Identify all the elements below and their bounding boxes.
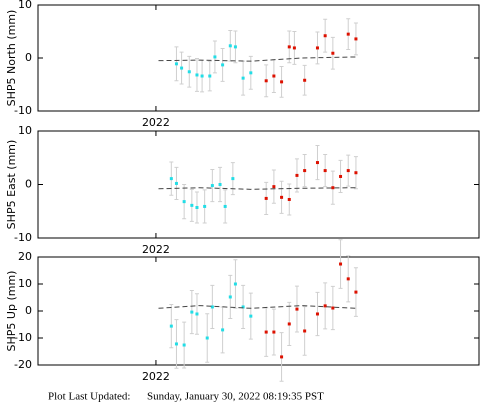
data-point <box>233 282 237 286</box>
data-point <box>339 174 343 178</box>
data-point <box>205 336 209 340</box>
data-point <box>315 312 319 316</box>
data-point <box>323 169 327 173</box>
data-point <box>346 32 350 36</box>
data-point <box>354 290 358 294</box>
y-tick-label: -10 <box>14 231 32 244</box>
data-point <box>249 71 253 75</box>
plot-frame <box>37 130 480 239</box>
data-point <box>231 177 235 181</box>
data-point <box>221 63 225 67</box>
data-point <box>315 46 319 50</box>
y-axis-label: SHP5 Up (mm) <box>5 271 18 352</box>
data-point <box>190 310 194 314</box>
data-point <box>195 206 199 210</box>
y-tick-label: -10 <box>14 331 32 344</box>
data-point <box>174 62 178 66</box>
data-point <box>272 74 276 78</box>
data-point <box>264 79 268 83</box>
y-axis-label: SHP5 East (mm) <box>5 140 18 230</box>
data-point <box>221 328 225 332</box>
data-point <box>195 73 199 77</box>
data-point <box>280 195 284 199</box>
plot-frame <box>37 4 480 112</box>
data-point <box>208 74 212 78</box>
data-point <box>295 173 299 177</box>
plot-frame <box>37 256 480 366</box>
data-point <box>280 80 284 84</box>
data-point <box>174 342 178 346</box>
y-tick-label: 20 <box>18 250 32 263</box>
data-point <box>280 355 284 359</box>
data-point <box>346 277 350 281</box>
y-tick-label: 10 <box>18 0 32 11</box>
data-point <box>213 55 217 59</box>
data-point <box>303 169 307 173</box>
data-point <box>210 184 214 188</box>
y-tick-label: -20 <box>14 358 32 371</box>
data-point <box>354 37 358 41</box>
data-point <box>287 45 291 49</box>
data-point <box>331 306 335 310</box>
data-point <box>287 322 291 326</box>
data-point <box>292 46 296 50</box>
data-point <box>323 34 327 38</box>
data-point <box>272 185 276 189</box>
data-point <box>200 74 204 78</box>
data-point <box>295 307 299 311</box>
data-point <box>339 262 343 266</box>
data-point <box>303 329 307 333</box>
data-point <box>272 330 276 334</box>
data-point <box>287 197 291 201</box>
y-tick-label: 10 <box>18 277 32 290</box>
data-point <box>182 343 186 347</box>
data-point <box>264 330 268 334</box>
y-tick-label: 10 <box>18 124 32 137</box>
data-point <box>180 66 184 70</box>
data-point <box>218 183 222 186</box>
data-point <box>331 51 335 55</box>
data-point <box>210 305 214 309</box>
y-tick-label: 0 <box>25 178 32 191</box>
data-point <box>346 169 350 173</box>
data-point <box>241 76 245 80</box>
data-point <box>169 177 173 181</box>
data-point <box>354 171 358 175</box>
footer-label: Plot Last Updated: <box>48 391 131 403</box>
data-point <box>187 70 191 74</box>
data-point <box>228 295 232 299</box>
data-point <box>169 324 173 328</box>
data-point <box>249 314 253 318</box>
data-point <box>323 304 327 308</box>
footer-value: Sunday, January 30, 2022 08:19:35 PST <box>147 391 324 403</box>
data-point <box>203 204 207 208</box>
data-point <box>182 200 186 204</box>
x-tick-label: 2022 <box>142 243 170 256</box>
x-tick-label: 2022 <box>142 116 170 129</box>
trend-line <box>158 305 356 309</box>
data-point <box>315 161 319 165</box>
data-point <box>190 203 194 207</box>
data-point <box>241 305 245 309</box>
data-point <box>174 181 178 185</box>
trend-line <box>158 56 356 62</box>
data-point <box>223 204 227 208</box>
data-point <box>228 44 232 48</box>
data-point <box>331 186 335 190</box>
data-point <box>264 196 268 200</box>
y-tick-label: 0 <box>25 51 32 64</box>
data-point <box>195 312 199 316</box>
trend-line <box>158 187 356 190</box>
data-point <box>303 78 307 82</box>
x-tick-label: 2022 <box>142 370 170 383</box>
y-tick-label: -10 <box>14 104 32 117</box>
data-point <box>233 45 237 49</box>
y-tick-label: 0 <box>25 304 32 317</box>
y-axis-label: SHP5 North (mm) <box>5 10 18 107</box>
